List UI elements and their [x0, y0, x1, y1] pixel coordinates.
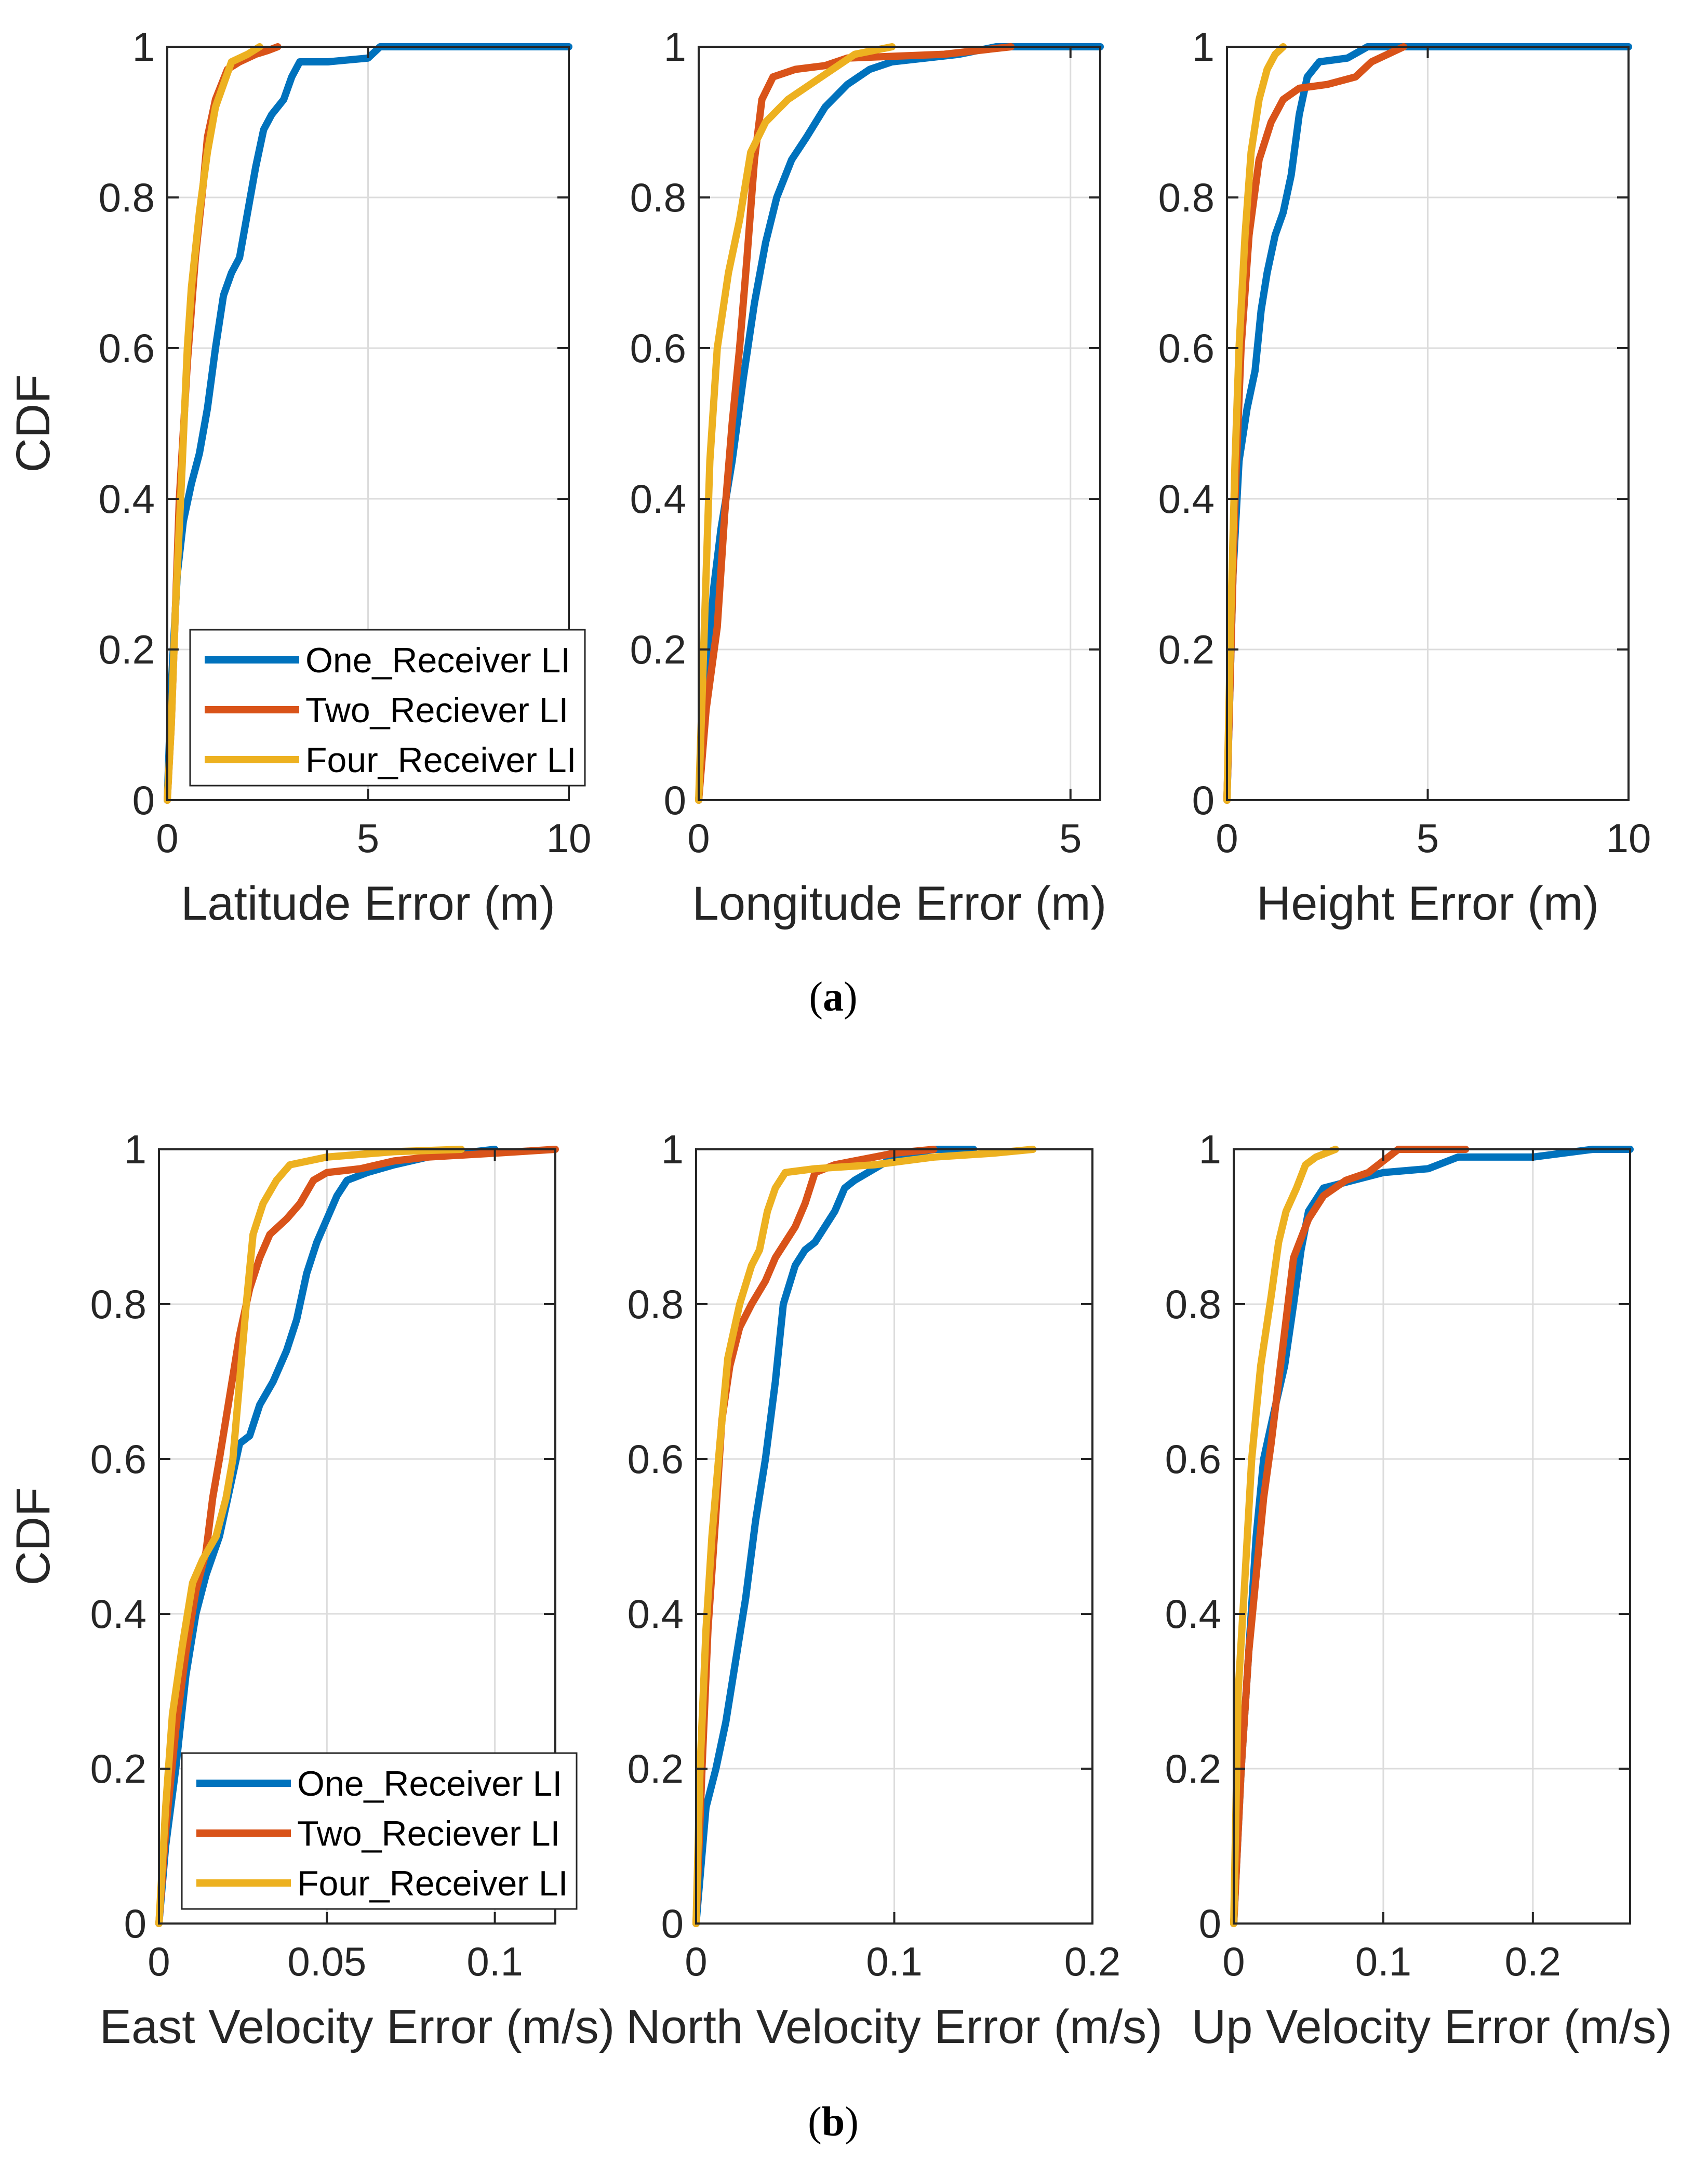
axes-frame — [698, 46, 1101, 801]
x-tick-label: 0.1 — [466, 1939, 523, 1984]
y-tick-label: 0.6 — [1165, 1436, 1221, 1482]
axes-vn: 0 0.1 0.2 0 0.2 0.4 0.6 0.8 1 North Velocity Erro… — [626, 1126, 1163, 2053]
y-tick-label: 0.4 — [99, 476, 155, 522]
x-axis-label: East Velocity Error (m/s) — [100, 2000, 615, 2053]
y-tick-label: 0.6 — [1158, 325, 1215, 371]
y-tick-label: 0.4 — [1165, 1591, 1221, 1637]
y-tick-label: 0.2 — [1165, 1746, 1221, 1792]
series-line-four — [155, 1146, 465, 1927]
y-tick-label: 0 — [1199, 1901, 1221, 1946]
axes-ve: 0 0.05 0.1 0 0.2 0.4 0.6 0.8 1 East Velocity Erro… — [7, 1126, 615, 2053]
y-tick-label: 0.2 — [1158, 627, 1215, 672]
axes-lat: 0 5 10 0 0.2 0.4 0.6 0.8 1 Latitude Error (m) CDF O… — [7, 24, 591, 930]
y-axis-label: CDF — [7, 1487, 60, 1585]
y-tick-label: 0 — [661, 1901, 684, 1946]
y-tick-label: 0.8 — [630, 175, 686, 220]
legend: One_Receiver LI Two_Reciever LI Four_Recei… — [181, 1752, 578, 1910]
series-line-one — [1223, 43, 1632, 804]
series-line-two — [695, 43, 1015, 804]
axes-lon: 0 5 0 0.2 0.4 0.6 0.8 1 Longitude Error (m) — [630, 24, 1107, 930]
x-tick-label: 0.2 — [1505, 1939, 1561, 1984]
series-line-four — [1230, 1146, 1339, 1927]
legend-label-two: Two_Reciever LI — [305, 691, 568, 730]
series-line-four — [164, 43, 263, 804]
x-tick-label: 0.1 — [1355, 1939, 1411, 1984]
x-tick-label: 0.1 — [866, 1939, 922, 1984]
y-tick-label: 0.8 — [628, 1281, 684, 1327]
y-tick-label: 0.2 — [630, 627, 686, 672]
series-line-four — [695, 43, 896, 804]
series-line-two — [692, 1146, 938, 1927]
y-tick-label: 0.6 — [630, 325, 686, 371]
x-tick-label: 5 — [1059, 815, 1082, 861]
x-tick-label: 5 — [357, 815, 379, 861]
x-tick-label: 0 — [148, 1939, 170, 1984]
legend-label-four: Four_Receiver LI — [305, 740, 577, 780]
y-tick-label: 0 — [664, 777, 686, 823]
series-line-two — [1230, 1146, 1470, 1927]
legend-label-two: Two_Reciever LI — [297, 1814, 560, 1853]
y-tick-label: 0.8 — [90, 1281, 146, 1327]
x-tick-label: 10 — [1606, 815, 1651, 861]
y-tick-label: 0.6 — [628, 1436, 684, 1482]
legend-label-one: One_Receiver LI — [305, 641, 570, 680]
y-tick-label: 1 — [661, 1126, 684, 1172]
subfigure-label-b: (b) — [808, 2099, 859, 2145]
x-tick-label: 5 — [1417, 815, 1439, 861]
y-tick-label: 0.6 — [90, 1436, 146, 1482]
y-tick-label: 1 — [1199, 1126, 1221, 1172]
axes-frame — [1233, 1148, 1631, 1925]
x-axis-label: Longitude Error (m) — [692, 877, 1107, 930]
legend-label-one: One_Receiver LI — [297, 1764, 562, 1803]
x-axis-label: Up Velocity Error (m/s) — [1192, 2000, 1672, 2053]
x-tick-label: 0.2 — [1064, 1939, 1120, 1984]
subfigure-label-a: (a) — [809, 974, 857, 1020]
y-tick-label: 0 — [124, 1901, 146, 1946]
y-tick-label: 0.8 — [1165, 1281, 1221, 1327]
x-axis-label: North Velocity Error (m/s) — [626, 2000, 1163, 2053]
y-tick-label: 0.2 — [99, 627, 155, 672]
y-tick-label: 1 — [132, 24, 155, 70]
x-tick-label: 0.05 — [287, 1939, 366, 1984]
x-axis-label: Latitude Error (m) — [181, 877, 555, 930]
x-tick-label: 0 — [1222, 1939, 1245, 1984]
y-tick-label: 0.8 — [99, 175, 155, 220]
y-tick-label: 0.4 — [630, 476, 686, 522]
y-tick-label: 0.6 — [99, 325, 155, 371]
y-tick-label: 0.2 — [90, 1746, 146, 1792]
y-tick-label: 0.2 — [628, 1746, 684, 1792]
y-tick-label: 1 — [664, 24, 686, 70]
x-tick-label: 0 — [1216, 815, 1238, 861]
x-tick-label: 10 — [546, 815, 592, 861]
series-line-one — [695, 43, 1104, 804]
y-tick-label: 1 — [1192, 24, 1215, 70]
series-line-one — [164, 43, 572, 804]
y-tick-label: 0.8 — [1158, 175, 1215, 220]
y-tick-label: 1 — [124, 1126, 146, 1172]
series-line-four — [692, 1146, 1037, 1927]
y-tick-label: 0.4 — [628, 1591, 684, 1637]
x-axis-label: Height Error (m) — [1257, 877, 1599, 930]
y-tick-label: 0.4 — [1158, 476, 1215, 522]
x-tick-label: 0 — [156, 815, 178, 861]
series-line-two — [155, 1146, 559, 1927]
legend-label-four: Four_Receiver LI — [297, 1864, 568, 1903]
legend: One_Receiver LI Two_Reciever LI Four_Recei… — [189, 629, 586, 787]
axes-vu: 0 0.1 0.2 0 0.2 0.4 0.6 0.8 1 Up Velocity Error (… — [1165, 1126, 1673, 2053]
x-tick-label: 0 — [687, 815, 710, 861]
axes-hgt: 0 5 10 0 0.2 0.4 0.6 0.8 1 Height Error (m) — [1158, 24, 1651, 930]
axes-frame — [158, 1148, 556, 1925]
series-line-one — [692, 1146, 978, 1927]
x-tick-label: 0 — [685, 1939, 707, 1984]
series-line-one — [155, 1146, 499, 1927]
y-tick-label: 0 — [1192, 777, 1215, 823]
y-tick-label: 0 — [132, 777, 155, 823]
y-axis-label: CDF — [7, 374, 60, 472]
series-line-four — [1223, 43, 1287, 804]
y-tick-label: 0.4 — [90, 1591, 146, 1637]
